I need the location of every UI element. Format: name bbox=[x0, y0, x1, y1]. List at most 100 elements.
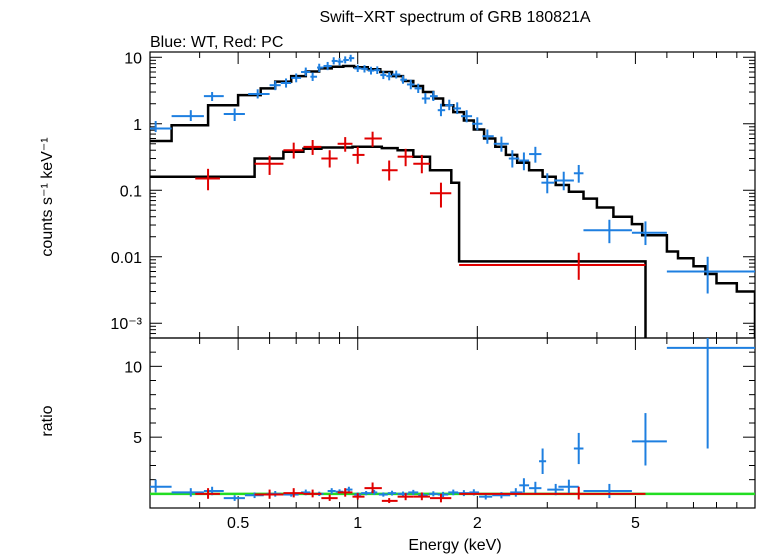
wt-data-point bbox=[223, 495, 245, 501]
wt-data-point bbox=[554, 171, 574, 191]
pc-data-point bbox=[254, 489, 284, 499]
wt-model-line bbox=[150, 64, 755, 338]
pc-data-point bbox=[364, 482, 382, 494]
pc-data-point bbox=[397, 148, 414, 167]
wt-data-point bbox=[327, 488, 336, 494]
wt-data-point bbox=[397, 491, 409, 497]
top-y-tick-label: 10 bbox=[124, 50, 142, 67]
pc-data-point bbox=[381, 498, 398, 504]
pc-model-line bbox=[150, 145, 647, 338]
wt-data-point bbox=[666, 338, 755, 449]
bottom-plot-frame bbox=[149, 337, 756, 509]
wt-data-point bbox=[150, 479, 172, 493]
wt-data-point bbox=[248, 89, 270, 99]
pc-data-point bbox=[195, 488, 220, 499]
pc-data-point bbox=[352, 493, 365, 500]
pc-data-point bbox=[321, 150, 338, 168]
wt-data-point bbox=[408, 489, 419, 495]
wt-data-point bbox=[539, 448, 547, 474]
pc-data-point bbox=[429, 493, 452, 503]
wt-data-point bbox=[392, 70, 401, 79]
wt-data-point bbox=[519, 152, 530, 171]
chart-subtitle: Blue: WT, Red: PC bbox=[150, 34, 283, 51]
wt-data-point bbox=[406, 79, 415, 90]
pc-data-point bbox=[413, 154, 430, 174]
pc-data-point bbox=[283, 142, 304, 159]
wt-data-point bbox=[482, 129, 494, 144]
wt-data-point bbox=[429, 91, 438, 101]
pc-data-point bbox=[303, 489, 322, 498]
wt-data-point bbox=[472, 117, 483, 131]
wt-data-point bbox=[493, 136, 509, 152]
wt-data-point bbox=[631, 413, 667, 466]
wt-data-point bbox=[317, 63, 324, 73]
wt-data-point bbox=[280, 78, 292, 88]
wt-data-point bbox=[171, 110, 204, 122]
wt-data-point bbox=[541, 173, 555, 194]
wt-data-point bbox=[400, 75, 407, 84]
chart-title: Swift−XRT spectrum of GRB 180821A bbox=[319, 9, 590, 26]
wt-data-point bbox=[310, 72, 318, 81]
wt-data-point bbox=[380, 71, 387, 80]
wt-data-point bbox=[445, 99, 454, 111]
wt-data-point bbox=[529, 146, 542, 163]
wt-data-point bbox=[573, 164, 584, 183]
wt-data-point bbox=[203, 92, 224, 101]
pc-data-point bbox=[321, 494, 338, 501]
spectrum-data-layer bbox=[150, 54, 755, 338]
wt-data-point bbox=[529, 481, 542, 495]
pc-data-point bbox=[283, 488, 304, 498]
x-axis-label: Energy (keV) bbox=[408, 537, 501, 554]
wt-data-point bbox=[337, 58, 344, 66]
wt-data-point bbox=[171, 488, 204, 497]
wt-data-point bbox=[291, 73, 302, 83]
top-y-axis-label: counts s⁻¹ keV⁻¹ bbox=[39, 137, 56, 256]
spectrum-panel: 10 1 0.1 0.01 10⁻³ bbox=[110, 50, 756, 339]
pc-data-point bbox=[364, 131, 382, 147]
top-y-tick-label: 10⁻³ bbox=[110, 316, 142, 333]
wt-data-point bbox=[428, 491, 438, 497]
wt-data-point bbox=[461, 110, 473, 123]
wt-data-point bbox=[421, 93, 430, 104]
wt-data-point bbox=[348, 54, 355, 62]
top-y-tick-label: 1 bbox=[133, 117, 142, 134]
wt-data-point bbox=[666, 256, 755, 294]
wt-data-point bbox=[453, 102, 462, 115]
bottom-y-tick-label: 10 bbox=[124, 359, 142, 376]
pc-data-point bbox=[397, 493, 414, 501]
wt-data-point bbox=[367, 66, 375, 75]
wt-data-point bbox=[631, 221, 667, 246]
wt-data-point bbox=[583, 219, 632, 244]
wt-data-point bbox=[301, 67, 311, 77]
wt-data-point bbox=[387, 490, 397, 496]
bottom-y-tick-label: 5 bbox=[133, 430, 142, 447]
x-tick-label: 1 bbox=[353, 515, 362, 532]
wt-data-point bbox=[269, 80, 281, 91]
wt-data-point bbox=[378, 492, 388, 497]
wt-data-point bbox=[448, 489, 459, 496]
wt-data-point bbox=[223, 108, 245, 122]
pc-data-point bbox=[303, 139, 322, 155]
wt-data-point bbox=[343, 56, 349, 64]
wt-data-point bbox=[331, 57, 338, 65]
wt-data-point bbox=[558, 479, 579, 494]
wt-data-point bbox=[508, 150, 520, 168]
wt-data-point bbox=[437, 103, 446, 117]
wt-data-point bbox=[323, 61, 332, 71]
bottom-y-axis-label: ratio bbox=[39, 405, 56, 436]
wt-data-point bbox=[573, 432, 584, 465]
wt-data-point bbox=[519, 478, 530, 493]
pc-data-point bbox=[195, 168, 220, 191]
pc-data-point bbox=[459, 252, 646, 280]
wt-data-point bbox=[354, 64, 362, 73]
wt-data-point bbox=[583, 483, 632, 499]
wt-data-point bbox=[510, 488, 523, 497]
wt-data-point bbox=[361, 491, 372, 496]
pc-data-point bbox=[337, 488, 353, 497]
x-tick-label: 2 bbox=[473, 515, 482, 532]
pc-data-point bbox=[381, 160, 398, 181]
x-tick-label: 0.5 bbox=[227, 515, 249, 532]
pc-data-point bbox=[254, 155, 284, 175]
wt-data-point bbox=[374, 66, 381, 75]
